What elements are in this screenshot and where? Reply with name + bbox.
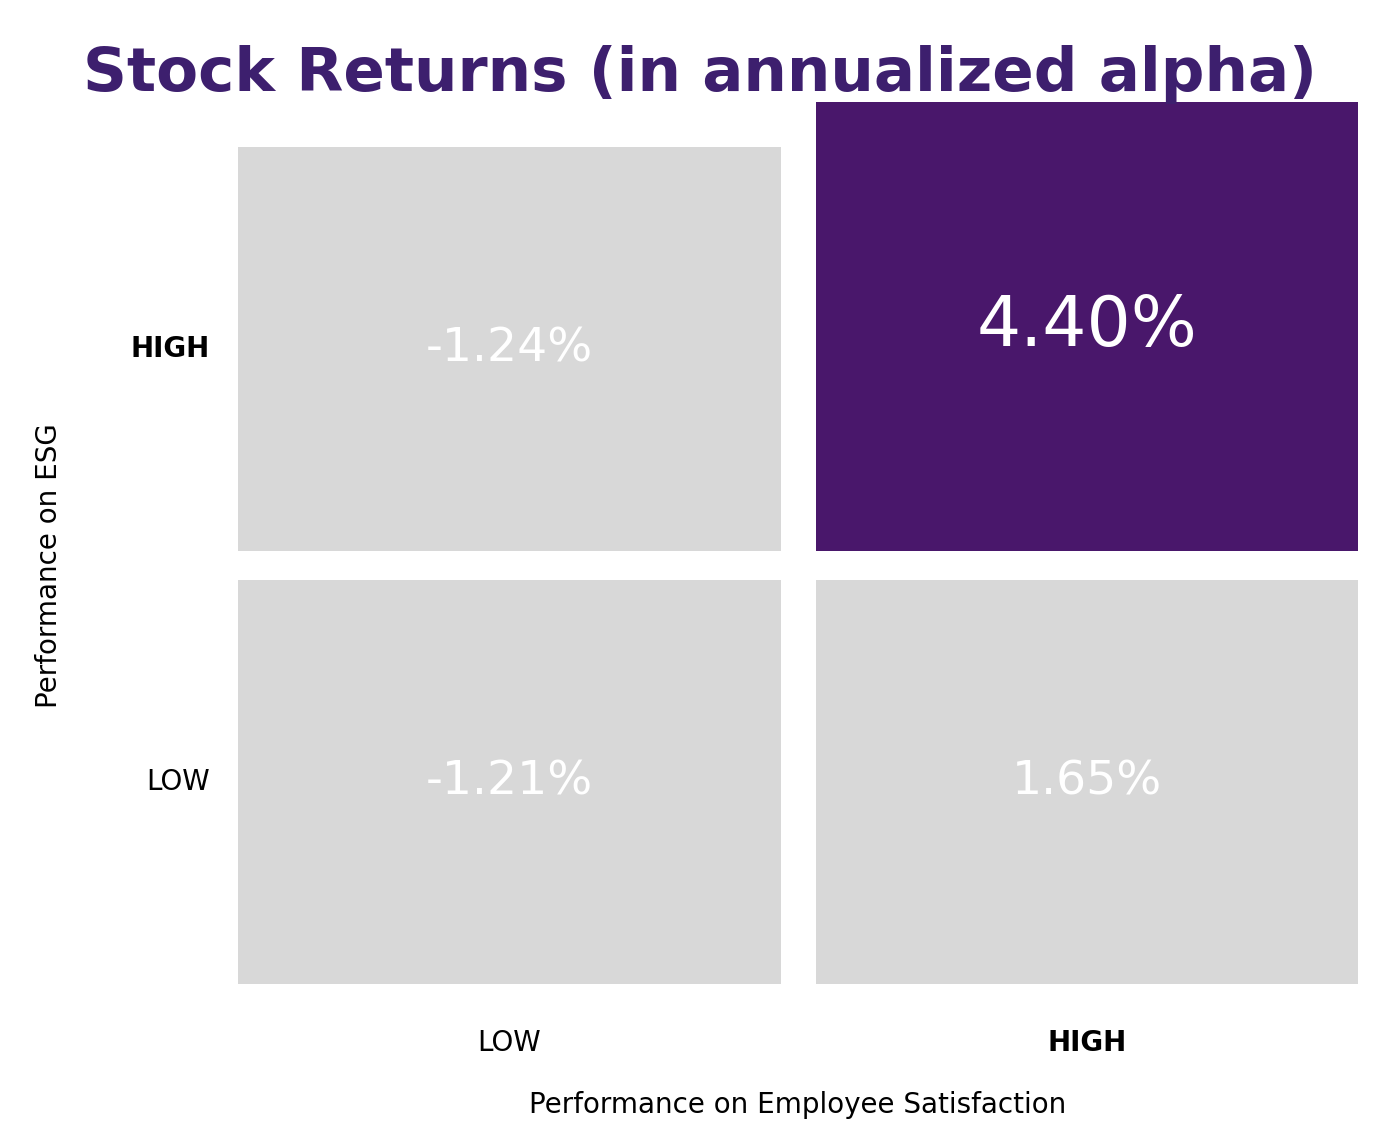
Text: HIGH: HIGH xyxy=(1047,1029,1127,1057)
Text: -1.21%: -1.21% xyxy=(426,759,592,804)
Text: Stock Returns (in annualized alpha): Stock Returns (in annualized alpha) xyxy=(83,45,1317,104)
FancyBboxPatch shape xyxy=(815,580,1358,984)
FancyBboxPatch shape xyxy=(815,102,1358,552)
Text: Performance on ESG: Performance on ESG xyxy=(35,423,63,708)
Text: 4.40%: 4.40% xyxy=(976,293,1197,360)
Text: LOW: LOW xyxy=(477,1029,542,1057)
FancyBboxPatch shape xyxy=(238,580,781,984)
Text: LOW: LOW xyxy=(146,768,210,796)
Text: -1.24%: -1.24% xyxy=(426,327,592,372)
Text: 1.65%: 1.65% xyxy=(1012,759,1162,804)
FancyBboxPatch shape xyxy=(238,147,781,552)
Text: HIGH: HIGH xyxy=(130,335,210,363)
Text: Performance on Employee Satisfaction: Performance on Employee Satisfaction xyxy=(529,1091,1067,1120)
